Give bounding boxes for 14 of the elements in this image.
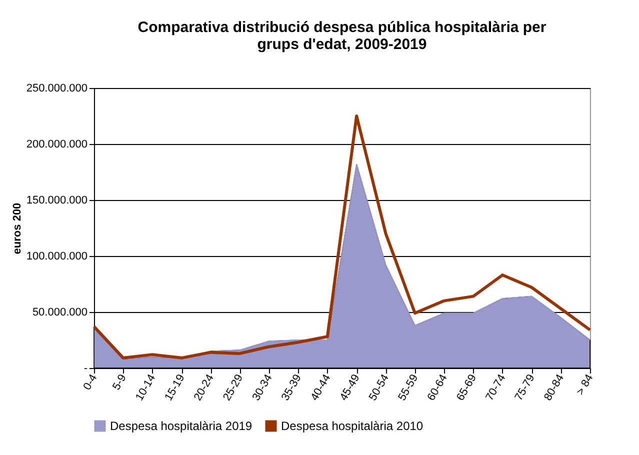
x-tick-label: 5-9	[110, 372, 129, 392]
y-tick-label: 150.000.000	[26, 194, 88, 206]
y-tick-label: 250.000.000	[26, 82, 88, 94]
legend-label: Despesa hospitalària 2010	[281, 419, 424, 433]
x-tick-label: 0-4	[81, 372, 100, 392]
legend-label: Despesa hospitalària 2019	[110, 419, 252, 433]
line-series	[92, 114, 592, 360]
y-axis-title: euros 200	[11, 202, 24, 254]
y-tick-label: 200.000.000	[26, 138, 88, 150]
chart-title: Comparativa distribució despesa pública hospitalària per grups d'edat, 2009-2019	[138, 19, 546, 53]
y-tick-label: 50.000.000	[32, 306, 88, 318]
y-tick-label: 100.000.000	[26, 250, 88, 262]
x-tick-label: > 84	[574, 372, 596, 398]
y-tick-label: -	[84, 362, 88, 374]
